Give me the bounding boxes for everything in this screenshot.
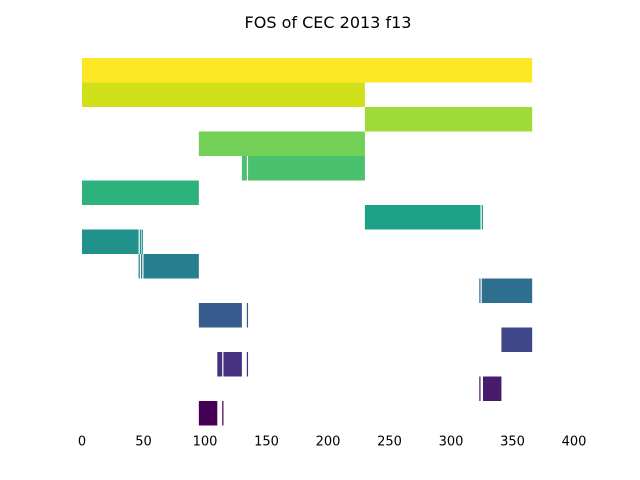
bar-row-1-segment-0 — [82, 82, 365, 107]
chart-title: FOS of CEC 2013 f13 — [245, 13, 412, 32]
x-tick-label: 50 — [135, 435, 152, 450]
bar-row-7-segment-2 — [141, 229, 143, 254]
bar-row-4-segment-1 — [248, 156, 365, 181]
bar-row-0-segment-0 — [82, 58, 533, 83]
bar-row-10-segment-0 — [198, 303, 242, 328]
bar-row-11-segment-0 — [501, 327, 533, 352]
bar-row-12-segment-1 — [223, 352, 242, 377]
x-tick-label: 250 — [377, 435, 402, 450]
bar-row-10-segment-1 — [246, 303, 249, 328]
bar-row-8-segment-2 — [143, 254, 199, 279]
x-tick-label: 400 — [562, 435, 587, 450]
x-tick-label: 200 — [316, 435, 341, 450]
bar-row-14-segment-0 — [198, 401, 218, 426]
bar-row-3-segment-0 — [198, 131, 365, 156]
x-tick-label: 300 — [439, 435, 464, 450]
bar-row-7-segment-0 — [82, 229, 139, 254]
bar-row-13-segment-1 — [482, 376, 502, 401]
bar-row-13-segment-0 — [479, 376, 481, 401]
bar-row-2-segment-0 — [364, 107, 533, 132]
bar-row-5-segment-0 — [82, 180, 199, 205]
bar-row-8-segment-1 — [141, 254, 143, 279]
bar-row-8-segment-0 — [138, 254, 140, 279]
x-axis-ticks: 0 50 100 150 200 250 300 350 400 — [78, 435, 587, 450]
bars — [82, 58, 533, 426]
bar-row-4-segment-0 — [241, 156, 247, 181]
bar-row-6-segment-0 — [364, 205, 481, 230]
bar-row-7-segment-1 — [139, 229, 142, 254]
bar-row-12-segment-2 — [246, 352, 249, 377]
bar-row-14-segment-1 — [222, 401, 224, 426]
bar-row-9-segment-0 — [479, 278, 481, 303]
bar-row-12-segment-0 — [217, 352, 223, 377]
x-tick-label: 0 — [78, 435, 86, 450]
x-tick-label: 350 — [500, 435, 525, 450]
x-tick-label: 150 — [254, 435, 279, 450]
x-tick-label: 100 — [193, 435, 218, 450]
bar-row-6-segment-1 — [481, 205, 483, 230]
bar-row-9-segment-1 — [481, 278, 533, 303]
